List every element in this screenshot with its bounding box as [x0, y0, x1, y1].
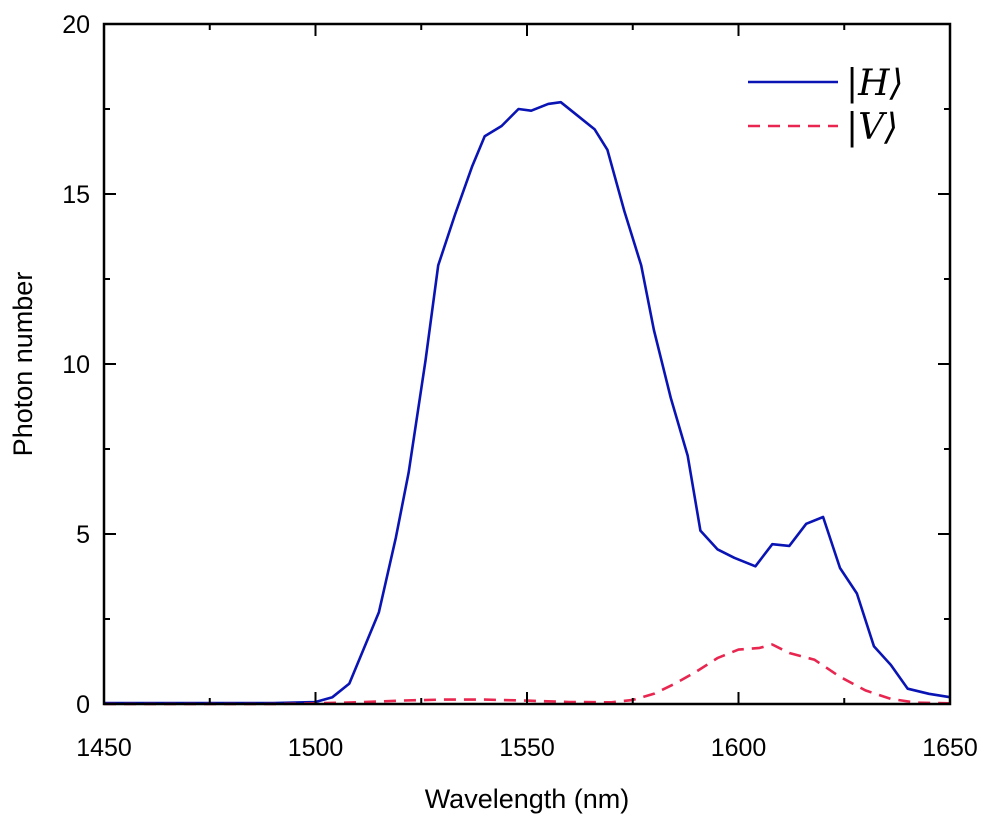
legend: |H⟩|V⟩: [748, 63, 904, 148]
legend-label-v: |V⟩: [846, 107, 898, 148]
series-layer: [104, 100, 951, 706]
plot-frame: [102, 22, 952, 706]
x-tick-label: 1550: [499, 734, 555, 762]
y-axis-title: Photon number: [8, 272, 38, 457]
y-tick-label: 10: [62, 351, 90, 379]
y-tick-label: 20: [62, 11, 90, 39]
series-line-h: [104, 100, 951, 705]
x-tick-label: 1500: [288, 734, 344, 762]
tick-layer: 1450 1500 1550 1600 1650 0 5 10 15 20: [62, 11, 978, 762]
x-tick-label: 1600: [711, 734, 767, 762]
x-tick-label: 1650: [922, 734, 978, 762]
y-tick-label: 5: [76, 521, 90, 549]
legend-label-h: |H⟩: [846, 63, 904, 104]
x-axis-title: Wavelength (nm): [425, 784, 630, 814]
y-tick-label: 0: [76, 691, 90, 719]
series-line-v: [104, 643, 951, 706]
x-tick-label: 1450: [76, 734, 132, 762]
y-tick-label: 15: [62, 181, 90, 209]
